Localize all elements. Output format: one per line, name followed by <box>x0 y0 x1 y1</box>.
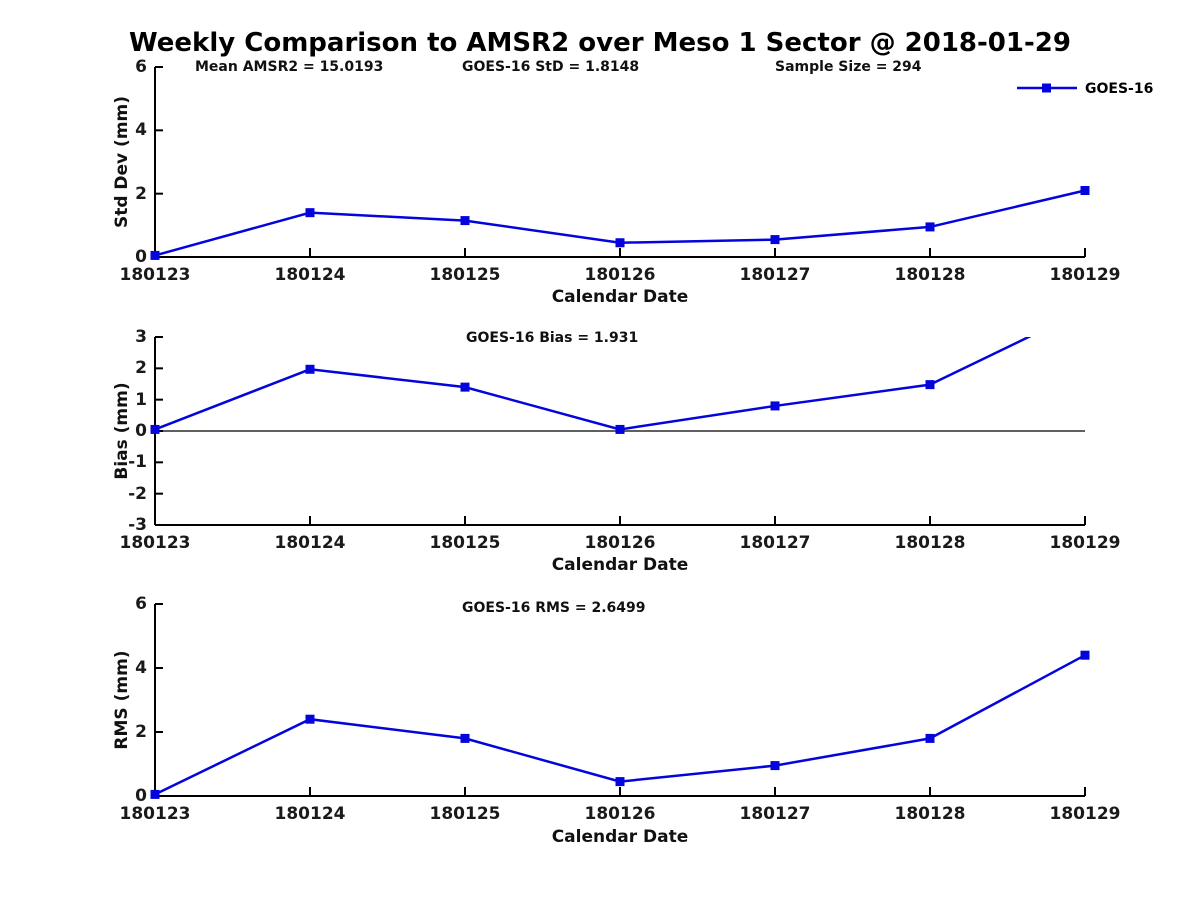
x-tick-label: 180127 <box>739 265 811 285</box>
x-tick-label: 180127 <box>739 804 811 824</box>
y-tick-label: 2 <box>135 722 147 742</box>
y-tick-label: -2 <box>128 483 147 504</box>
data-point-marker <box>770 761 780 771</box>
x-tick-label: 180126 <box>584 533 656 553</box>
data-point-marker <box>150 424 160 434</box>
data-point-marker <box>305 714 315 724</box>
annotation-mean-amsr2: Mean AMSR2 = 15.0193 <box>195 59 384 75</box>
x-tick-label: 180126 <box>584 804 656 824</box>
x-tick-label: 180124 <box>274 533 346 553</box>
y-tick-label: 2 <box>135 183 147 204</box>
data-point-marker <box>150 789 160 799</box>
y-tick-label: -1 <box>128 452 147 473</box>
annotation-goes16-bias: GOES-16 Bias = 1.931 <box>466 330 639 346</box>
y-axis-label-rms: RMS (mm) <box>112 650 132 750</box>
x-tick-label: 180129 <box>1049 804 1121 824</box>
y-tick-label: 6 <box>135 594 147 614</box>
data-point-marker <box>925 733 935 743</box>
x-tick-label: 180125 <box>429 804 501 824</box>
plot-panel-bias <box>150 336 1086 526</box>
data-line-goes-16 <box>154 654 1086 796</box>
y-tick-label: 6 <box>135 57 147 77</box>
data-point-marker <box>770 401 780 411</box>
data-point-marker <box>150 250 160 260</box>
x-tick-label: 180128 <box>894 533 966 553</box>
y-tick-label: 0 <box>135 421 147 441</box>
x-axis-label-calendar-date: Calendar Date <box>551 555 689 575</box>
x-tick-label: 180129 <box>1049 265 1121 285</box>
figure-title: Weekly Comparison to AMSR2 over Meso 1 S… <box>129 28 1071 58</box>
x-tick-label: 180126 <box>584 265 656 285</box>
y-axis-label-std-dev: Std Dev (mm) <box>112 95 132 229</box>
x-tick-label: 180123 <box>119 533 191 553</box>
data-point-marker <box>305 208 315 218</box>
x-tick-label: 180123 <box>119 804 191 824</box>
x-tick-label: 180123 <box>119 265 191 285</box>
plot-panel-rms <box>150 603 1090 799</box>
legend-label: GOES-16 <box>1085 81 1154 97</box>
data-point-marker <box>925 380 935 390</box>
x-tick-label: 180129 <box>1049 533 1121 553</box>
x-tick-label: 180127 <box>739 533 811 553</box>
data-point-marker <box>1080 186 1090 195</box>
y-tick-label: 0 <box>135 786 147 806</box>
plot-panel-std-dev <box>150 66 1090 260</box>
x-tick-label: 180124 <box>274 265 346 285</box>
x-tick-label: 180128 <box>894 265 966 285</box>
y-tick-label: -3 <box>128 515 147 535</box>
legend <box>1015 80 1079 96</box>
data-point-marker <box>615 424 625 434</box>
y-tick-label: 0 <box>135 247 147 267</box>
data-point-marker <box>1080 650 1090 660</box>
annotation-goes16-std: GOES-16 StD = 1.8148 <box>462 59 640 75</box>
x-tick-label: 180128 <box>894 804 966 824</box>
annotation-sample-size: Sample Size = 294 <box>775 59 922 75</box>
y-tick-label: 2 <box>135 358 147 379</box>
x-axis-label-calendar-date: Calendar Date <box>551 827 689 847</box>
y-tick-label: 4 <box>135 658 147 678</box>
y-tick-label: 1 <box>135 389 147 410</box>
data-point-marker <box>770 235 780 245</box>
x-tick-label: 180125 <box>429 265 501 285</box>
legend-line-sample <box>1017 83 1077 93</box>
y-tick-label: 4 <box>135 120 147 141</box>
data-point-marker <box>615 238 625 248</box>
y-tick-label: 3 <box>135 327 147 347</box>
data-point-marker <box>460 733 470 743</box>
x-axis-label-calendar-date: Calendar Date <box>551 287 689 307</box>
data-point-marker <box>460 216 470 226</box>
annotation-goes16-rms: GOES-16 RMS = 2.6499 <box>462 600 646 616</box>
x-tick-label: 180124 <box>274 804 346 824</box>
data-point-marker <box>615 777 625 787</box>
data-line-goes-16 <box>154 337 1032 431</box>
data-point-marker <box>925 222 935 232</box>
data-point-marker <box>305 364 315 374</box>
data-point-marker <box>460 382 470 392</box>
x-tick-label: 180125 <box>429 533 501 553</box>
